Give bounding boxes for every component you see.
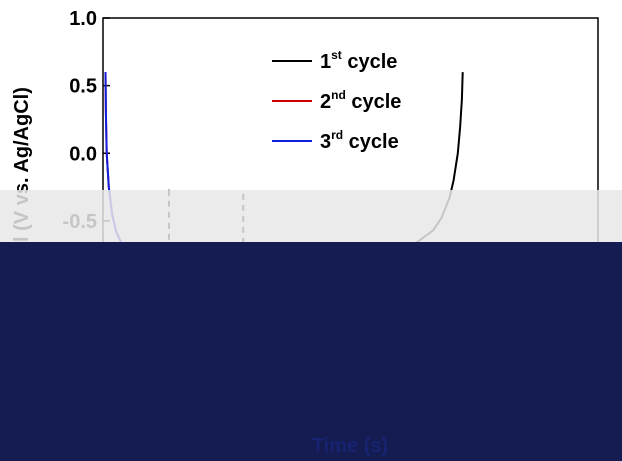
y-tick-label: 0.0 [69, 143, 97, 165]
legend-label-2nd-cycle: 2nd cycle [320, 88, 401, 113]
legend: 1st cycle 2nd cycle 3rd cycle [272, 48, 401, 153]
dark-overlay-band [0, 242, 622, 461]
legend-label-1st-cycle: 1st cycle [320, 48, 397, 73]
y-tick-label: 0.5 [69, 76, 97, 98]
x-axis-title: Time (s) [312, 435, 388, 457]
legend-label-3rd-cycle: 3rd cycle [320, 128, 399, 153]
light-overlay-band [0, 190, 622, 242]
y-tick-label: 1.0 [69, 8, 97, 30]
